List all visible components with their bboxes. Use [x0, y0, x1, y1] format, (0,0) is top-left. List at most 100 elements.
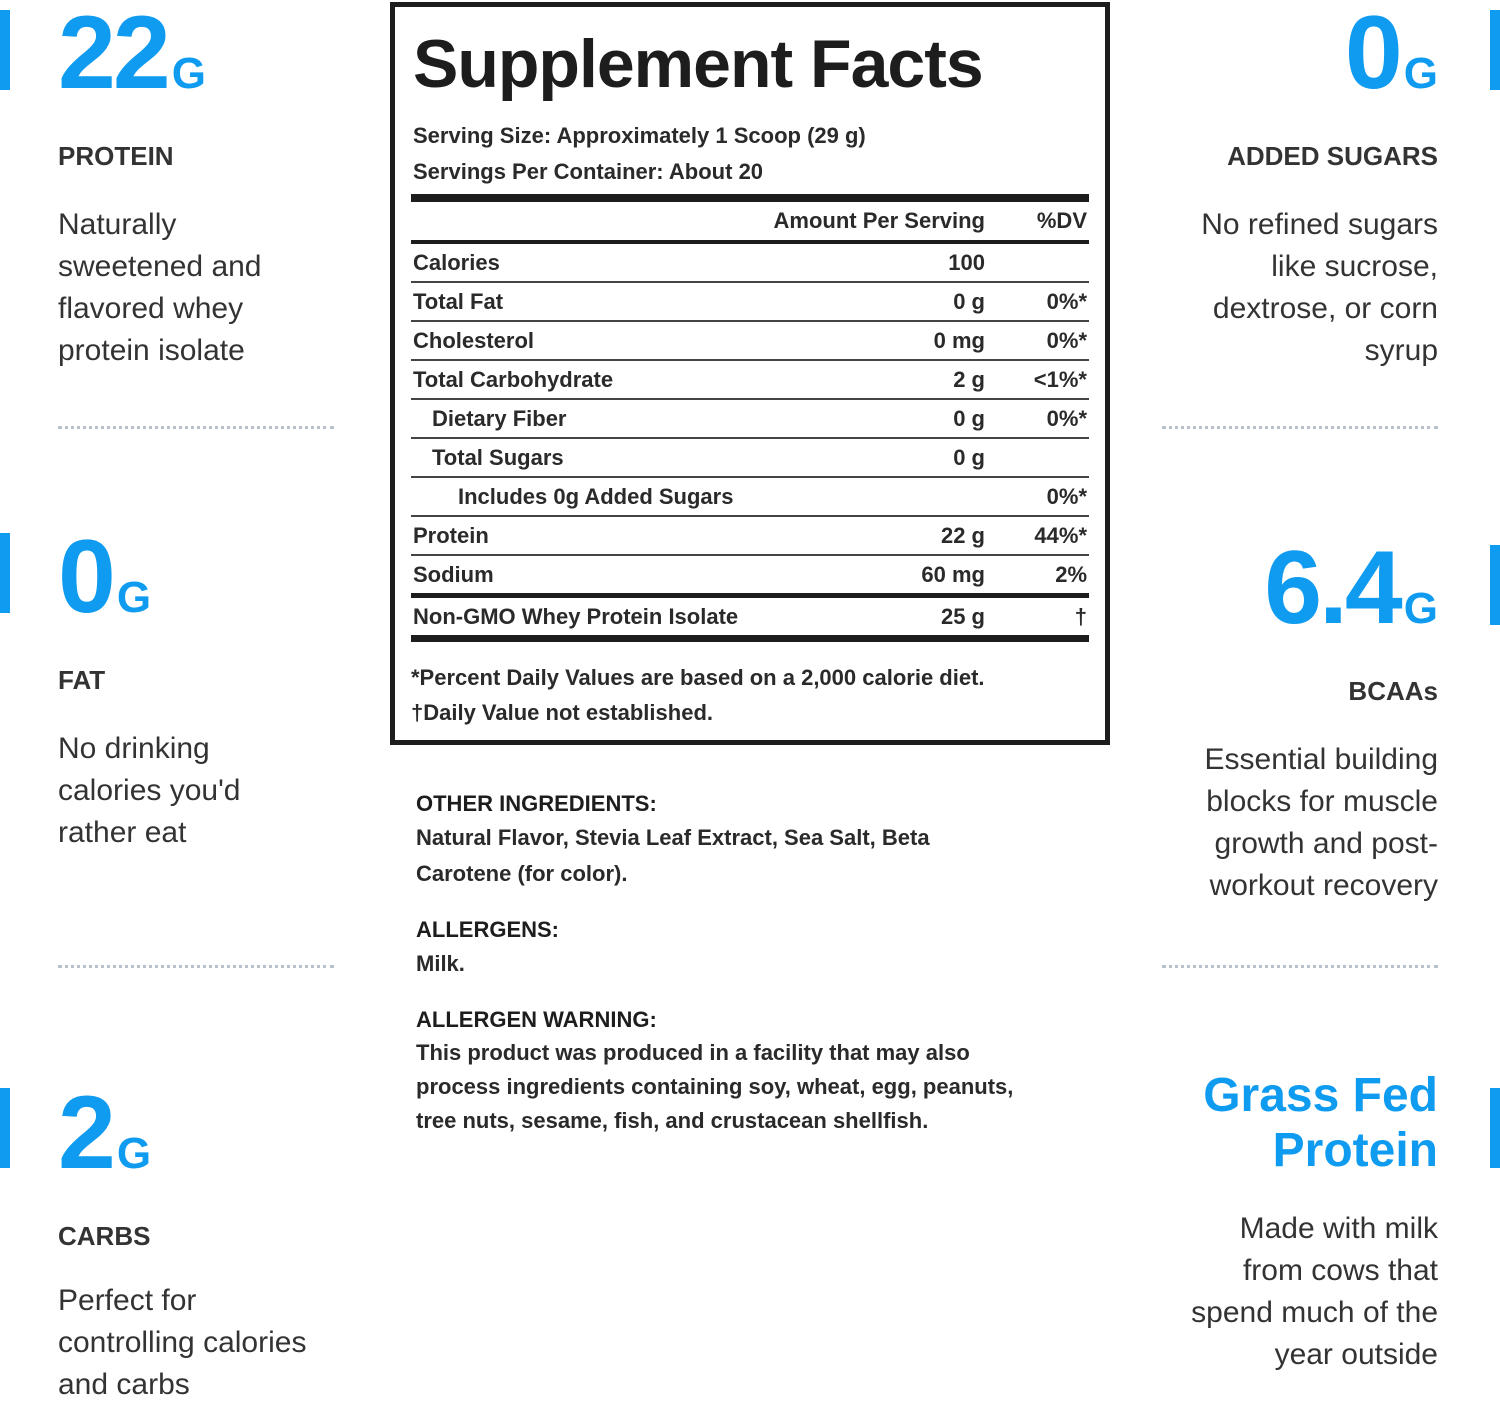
- daily-value: 0%*: [1046, 288, 1087, 314]
- daily-value: 0%*: [1046, 483, 1087, 509]
- feature-label: CARBS: [58, 1221, 151, 1251]
- description-line: rather eat: [58, 816, 187, 849]
- feature-label: PROTEIN: [58, 141, 174, 171]
- feature-description: Essential building blocks for muscle growt…: [1118, 739, 1438, 907]
- feature-number: 2G: [58, 1081, 378, 1199]
- accent-bar: [0, 10, 10, 90]
- amount: 2 g: [953, 366, 985, 392]
- nutrient: Dietary Fiber: [432, 405, 567, 431]
- title-line: Protein: [1272, 1124, 1438, 1177]
- description-line: No drinking: [58, 732, 210, 765]
- amount: 0 mg: [933, 327, 985, 353]
- description-line: year outside: [1274, 1338, 1438, 1371]
- description-line: spend much of the: [1191, 1296, 1438, 1329]
- description-line: like sucrose,: [1271, 250, 1438, 283]
- daily-value: 0%*: [1046, 327, 1087, 353]
- unit: G: [1403, 49, 1438, 98]
- amount: 100: [948, 249, 985, 275]
- number: 0: [1344, 0, 1403, 111]
- facts-table: Amount Per Serving %DV Calories 100 Total …: [411, 194, 1089, 730]
- accent-bar: [1490, 545, 1500, 625]
- facts-row: Calories 100: [411, 244, 1089, 283]
- facts-row: Total Fat 0 g 0%*: [411, 283, 1089, 322]
- nutrient: Non-GMO Whey Protein Isolate: [413, 603, 739, 629]
- description-line: and carbs: [58, 1368, 190, 1401]
- description-line: controlling calories: [58, 1326, 307, 1359]
- nutrient: Total Fat: [413, 288, 504, 314]
- facts-row: Includes 0g Added Sugars 0%*: [411, 478, 1089, 517]
- section-heading: OTHER INGREDIENTS:: [416, 791, 657, 816]
- feature-label: BCAAs: [1348, 676, 1438, 706]
- description-line: workout recovery: [1209, 869, 1438, 902]
- rule: [411, 194, 1089, 202]
- title-line: Grass Fed: [1203, 1069, 1438, 1122]
- nutrient: Includes 0g Added Sugars: [458, 483, 734, 509]
- section-line: tree nuts, sesame, fish, and crustacean …: [416, 1108, 929, 1133]
- feature: 22G PROTEIN Naturally sweetened and flavored…: [58, 1, 378, 372]
- section-line: Natural Flavor, Stevia Leaf Extract, Sea…: [416, 825, 930, 850]
- feature-description: No refined sugars like sucrose, dextrose, …: [1118, 204, 1438, 372]
- description-line: blocks for muscle: [1206, 785, 1438, 818]
- section-heading: ALLERGENS:: [416, 917, 559, 942]
- separator: [1162, 965, 1438, 968]
- facts-row: Non-GMO Whey Protein Isolate 25 g †: [411, 598, 1089, 642]
- feature-number: 0G: [1118, 1, 1438, 119]
- section-line: Milk.: [416, 951, 465, 976]
- amount: 0 g: [953, 288, 985, 314]
- daily-value: 44%*: [1034, 522, 1087, 548]
- description-line: Made with milk: [1239, 1212, 1438, 1245]
- feature: 2G CARBS Perfect for controlling calories an…: [58, 1081, 378, 1406]
- nutrient: Sodium: [413, 561, 494, 587]
- amount: 0 g: [953, 444, 985, 470]
- accent-bar: [1490, 10, 1500, 90]
- description-line: No refined sugars: [1201, 208, 1438, 241]
- description-line: from cows that: [1242, 1254, 1438, 1287]
- number: 0: [58, 519, 116, 635]
- ingredient-section: ALLERGENS: Milk.: [416, 914, 1096, 982]
- separator: [1162, 426, 1438, 429]
- separator: [58, 965, 334, 968]
- nutrient: Calories: [413, 249, 500, 275]
- feature: 0G ADDED SUGARS No refined sugars like sucr…: [1118, 1, 1438, 372]
- facts-row: Protein 22 g 44%*: [411, 517, 1089, 556]
- number: 2: [58, 1075, 116, 1191]
- ingredient-section: ALLERGEN WARNING: This product was produc…: [416, 1004, 1096, 1138]
- nutrient: Total Carbohydrate: [413, 366, 614, 392]
- supplement-facts: Supplement Facts Serving Size: Approxima…: [390, 2, 1110, 745]
- description-line: Perfect for: [58, 1284, 197, 1317]
- feature-description: Perfect for controlling calories and carbs: [58, 1280, 378, 1406]
- facts-row: Sodium 60 mg 2%: [411, 556, 1089, 598]
- title: Supplement Facts: [413, 26, 984, 102]
- facts-row: Dietary Fiber 0 g 0%*: [411, 400, 1089, 439]
- facts-row: Cholesterol 0 mg 0%*: [411, 322, 1089, 361]
- feature-number: 0G: [58, 525, 378, 643]
- nutrient: Cholesterol: [413, 327, 535, 353]
- daily-value: 0%*: [1046, 405, 1087, 431]
- number: 6.4: [1264, 530, 1403, 646]
- servings-per-container: Servings Per Container: About 20: [413, 159, 764, 184]
- accent-bar: [1490, 1088, 1500, 1168]
- nutrient: Protein: [413, 522, 489, 548]
- section-line: Carotene (for color).: [416, 861, 628, 886]
- unit: G: [116, 573, 152, 622]
- serving-size: Serving Size: Approximately 1 Scoop (29 …: [413, 123, 866, 148]
- daily-value: 2%: [1055, 561, 1087, 587]
- accent-bar: [0, 533, 10, 613]
- feature-description: Made with milk from cows that spend much o…: [1118, 1208, 1438, 1376]
- description-line: Naturally: [58, 208, 177, 241]
- header-amount: Amount Per Serving: [773, 208, 985, 233]
- amount: 25 g: [940, 603, 985, 629]
- feature-description: No drinking calories you'd rather eat: [58, 728, 378, 854]
- table-header: Amount Per Serving %DV: [411, 202, 1089, 244]
- ingredient-section: OTHER INGREDIENTS: Natural Flavor, Stevia…: [416, 788, 1096, 892]
- description-line: sweetened and: [58, 250, 262, 283]
- description-line: Essential building: [1204, 743, 1438, 776]
- footnotes: *Percent Daily Values are based on a 2,0…: [411, 660, 1089, 730]
- unit: G: [171, 49, 206, 98]
- description-line: protein isolate: [58, 334, 245, 367]
- accent-bar: [0, 1088, 10, 1168]
- unit: G: [116, 1129, 152, 1178]
- description-line: syrup: [1364, 334, 1438, 367]
- section-heading: ALLERGEN WARNING:: [416, 1007, 657, 1032]
